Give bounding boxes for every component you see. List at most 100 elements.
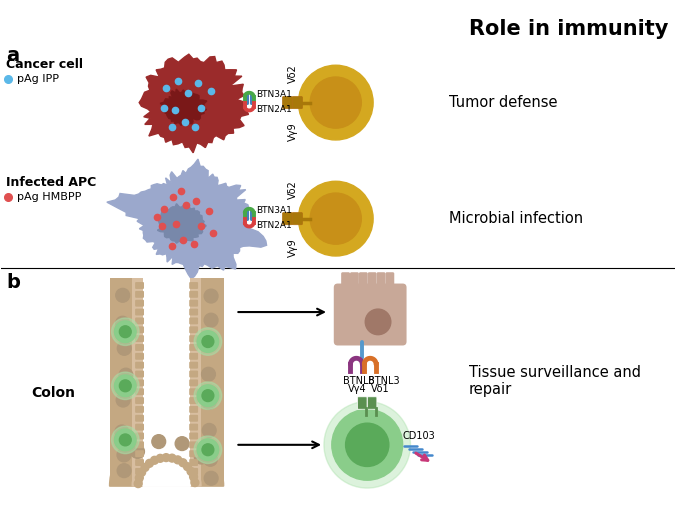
Circle shape (134, 480, 142, 487)
Text: Cancer cell: Cancer cell (6, 58, 84, 71)
Text: Vγ9: Vγ9 (288, 122, 297, 141)
FancyBboxPatch shape (135, 371, 144, 377)
Polygon shape (139, 54, 249, 153)
Bar (143, 278, 190, 486)
FancyBboxPatch shape (189, 361, 198, 369)
Circle shape (184, 463, 191, 471)
Circle shape (194, 382, 222, 410)
FancyBboxPatch shape (135, 450, 144, 457)
Text: BTNL3: BTNL3 (369, 376, 400, 386)
FancyBboxPatch shape (135, 388, 144, 395)
Text: BTNL8: BTNL8 (342, 376, 374, 386)
Text: Vγ4: Vγ4 (347, 383, 366, 394)
Text: Tissue surveillance and
repair: Tissue surveillance and repair (469, 365, 640, 397)
FancyBboxPatch shape (189, 379, 198, 386)
Circle shape (204, 472, 218, 485)
Circle shape (195, 450, 208, 464)
Circle shape (119, 434, 132, 446)
FancyBboxPatch shape (135, 300, 144, 307)
Circle shape (190, 473, 197, 481)
FancyBboxPatch shape (135, 379, 144, 386)
FancyBboxPatch shape (292, 212, 303, 225)
Circle shape (112, 372, 139, 399)
Circle shape (175, 437, 189, 451)
Text: Infected APC: Infected APC (6, 176, 97, 189)
Wedge shape (110, 429, 223, 486)
Circle shape (187, 467, 195, 475)
FancyBboxPatch shape (135, 353, 144, 360)
Circle shape (202, 395, 216, 409)
FancyBboxPatch shape (189, 423, 198, 431)
Circle shape (114, 321, 136, 343)
Circle shape (299, 181, 373, 256)
Text: Vδ2: Vδ2 (288, 180, 297, 199)
Circle shape (310, 193, 361, 244)
FancyBboxPatch shape (358, 397, 367, 409)
Circle shape (365, 309, 391, 335)
FancyBboxPatch shape (282, 96, 292, 109)
FancyBboxPatch shape (135, 423, 144, 431)
Polygon shape (107, 159, 266, 279)
Circle shape (197, 331, 219, 352)
Text: Colon: Colon (31, 386, 75, 400)
FancyBboxPatch shape (189, 433, 198, 439)
Circle shape (194, 328, 222, 355)
FancyBboxPatch shape (367, 397, 377, 409)
Circle shape (204, 313, 218, 327)
Bar (190, 278, 201, 486)
FancyBboxPatch shape (135, 397, 144, 404)
Circle shape (174, 456, 182, 464)
Circle shape (151, 456, 158, 464)
Text: BTN2A1: BTN2A1 (256, 105, 292, 114)
FancyBboxPatch shape (359, 272, 368, 290)
Circle shape (299, 65, 373, 140)
Circle shape (117, 464, 131, 478)
FancyBboxPatch shape (189, 309, 198, 315)
Circle shape (136, 474, 143, 482)
Circle shape (202, 444, 214, 456)
FancyBboxPatch shape (189, 441, 198, 449)
Circle shape (191, 479, 199, 486)
Text: BTN2A1: BTN2A1 (256, 221, 292, 230)
Bar (132, 278, 143, 486)
FancyBboxPatch shape (135, 317, 144, 324)
Circle shape (202, 390, 214, 401)
Circle shape (141, 463, 149, 472)
FancyBboxPatch shape (189, 282, 198, 289)
Circle shape (201, 367, 215, 381)
FancyBboxPatch shape (341, 272, 350, 290)
FancyBboxPatch shape (368, 272, 377, 290)
Circle shape (202, 423, 216, 437)
Text: Vδ1: Vδ1 (371, 383, 390, 394)
FancyBboxPatch shape (135, 335, 144, 342)
Circle shape (116, 288, 129, 302)
Circle shape (194, 436, 222, 463)
Circle shape (332, 410, 403, 480)
Bar (110, 278, 223, 486)
Text: b: b (6, 273, 20, 292)
FancyBboxPatch shape (189, 468, 198, 475)
Circle shape (197, 385, 219, 407)
Circle shape (310, 77, 361, 128)
Circle shape (152, 435, 166, 449)
FancyBboxPatch shape (135, 406, 144, 413)
FancyBboxPatch shape (292, 96, 303, 109)
Wedge shape (143, 462, 190, 486)
FancyBboxPatch shape (189, 300, 198, 307)
Circle shape (162, 454, 170, 461)
FancyBboxPatch shape (189, 459, 198, 466)
Circle shape (156, 454, 164, 462)
FancyBboxPatch shape (350, 272, 359, 290)
FancyBboxPatch shape (189, 388, 198, 395)
FancyBboxPatch shape (135, 344, 144, 351)
FancyBboxPatch shape (189, 326, 198, 333)
FancyBboxPatch shape (135, 291, 144, 298)
Circle shape (116, 393, 130, 407)
FancyBboxPatch shape (189, 450, 198, 457)
FancyBboxPatch shape (189, 317, 198, 324)
FancyBboxPatch shape (135, 282, 144, 289)
Circle shape (145, 459, 153, 467)
Circle shape (345, 423, 389, 466)
Text: BTN3A1: BTN3A1 (256, 90, 292, 99)
Circle shape (115, 425, 129, 439)
